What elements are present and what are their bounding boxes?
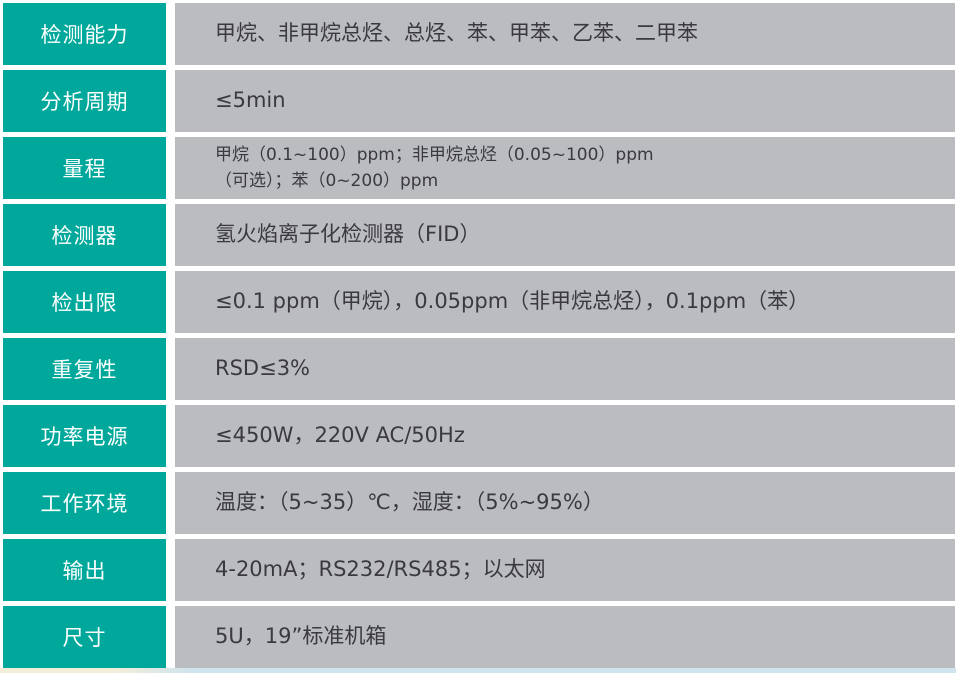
spec-row: 量程 甲烷（0.1~100）ppm；非甲烷总烃（0.05~100）ppm （可选…: [3, 137, 955, 199]
spec-value: 5U，19”标准机箱: [215, 624, 387, 649]
spec-label: 分析周期: [40, 90, 129, 114]
spec-row: 尺寸 5U，19”标准机箱: [3, 606, 955, 668]
spec-value-cell: 甲烷（0.1~100）ppm；非甲烷总烃（0.05~100）ppm （可选）；苯…: [175, 137, 955, 199]
spec-label-cell: 检出限: [3, 271, 166, 333]
spec-label: 工作环境: [40, 492, 129, 516]
spec-label: 检出限: [51, 291, 118, 315]
spec-label: 功率电源: [40, 425, 129, 449]
spec-row: 分析周期 ≤5min: [3, 70, 955, 132]
spec-label-cell: 分析周期: [3, 70, 166, 132]
spec-value: RSD≤3%: [215, 356, 311, 381]
spec-value-cell: 5U，19”标准机箱: [175, 606, 955, 668]
spec-value-cell: ≤5min: [175, 70, 955, 132]
spec-row: 检测器 氢火焰离子化检测器（FID）: [3, 204, 955, 266]
spec-label-cell: 输出: [3, 539, 166, 601]
spec-label: 重复性: [51, 358, 118, 382]
spec-value-cell: 4-20mA；RS232/RS485；以太网: [175, 539, 955, 601]
spec-table: 检测能力 甲烷、非甲烷总烃、总烃、苯、甲苯、乙苯、二甲苯 分析周期 ≤5min …: [3, 3, 955, 668]
spec-label: 检测器: [51, 224, 118, 248]
spec-value: 温度：（5~35）℃，湿度：（5%~95%）: [215, 490, 604, 515]
spec-label-cell: 检测能力: [3, 3, 166, 65]
spec-label: 尺寸: [62, 626, 107, 650]
spec-label: 输出: [62, 559, 107, 583]
spec-label-cell: 量程: [3, 137, 166, 199]
spec-label: 检测能力: [40, 23, 129, 47]
spec-value: ≤5min: [215, 88, 286, 113]
spec-row: 工作环境 温度：（5~35）℃，湿度：（5%~95%）: [3, 472, 955, 534]
spec-label-cell: 尺寸: [3, 606, 166, 668]
spec-value-cell: 甲烷、非甲烷总烃、总烃、苯、甲苯、乙苯、二甲苯: [175, 3, 955, 65]
spec-label-cell: 检测器: [3, 204, 166, 266]
spec-value: ≤0.1 ppm（甲烷），0.05ppm（非甲烷总烃），0.1ppm（苯）: [215, 289, 810, 314]
spec-value: 甲烷（0.1~100）ppm；非甲烷总烃（0.05~100）ppm （可选）；苯…: [215, 144, 654, 191]
spec-value: 甲烷、非甲烷总烃、总烃、苯、甲苯、乙苯、二甲苯: [215, 21, 698, 46]
spec-value: ≤450W，220V AC/50Hz: [215, 423, 465, 448]
spec-value-cell: 氢火焰离子化检测器（FID）: [175, 204, 955, 266]
spec-value: 4-20mA；RS232/RS485；以太网: [215, 557, 546, 582]
spec-label-cell: 功率电源: [3, 405, 166, 467]
spec-row: 重复性 RSD≤3%: [3, 338, 955, 400]
spec-row: 检出限 ≤0.1 ppm（甲烷），0.05ppm（非甲烷总烃），0.1ppm（苯…: [3, 271, 955, 333]
spec-value: 氢火焰离子化检测器（FID）: [215, 222, 481, 247]
spec-value-cell: ≤450W，220V AC/50Hz: [175, 405, 955, 467]
spec-row: 检测能力 甲烷、非甲烷总烃、总烃、苯、甲苯、乙苯、二甲苯: [3, 3, 955, 65]
spec-label: 量程: [62, 157, 107, 181]
spec-value-cell: ≤0.1 ppm（甲烷），0.05ppm（非甲烷总烃），0.1ppm（苯）: [175, 271, 955, 333]
spec-value-cell: 温度：（5~35）℃，湿度：（5%~95%）: [175, 472, 955, 534]
bottom-accent-strip: [0, 668, 956, 673]
spec-label-cell: 工作环境: [3, 472, 166, 534]
spec-value-cell: RSD≤3%: [175, 338, 955, 400]
spec-row: 输出 4-20mA；RS232/RS485；以太网: [3, 539, 955, 601]
spec-label-cell: 重复性: [3, 338, 166, 400]
spec-row: 功率电源 ≤450W，220V AC/50Hz: [3, 405, 955, 467]
